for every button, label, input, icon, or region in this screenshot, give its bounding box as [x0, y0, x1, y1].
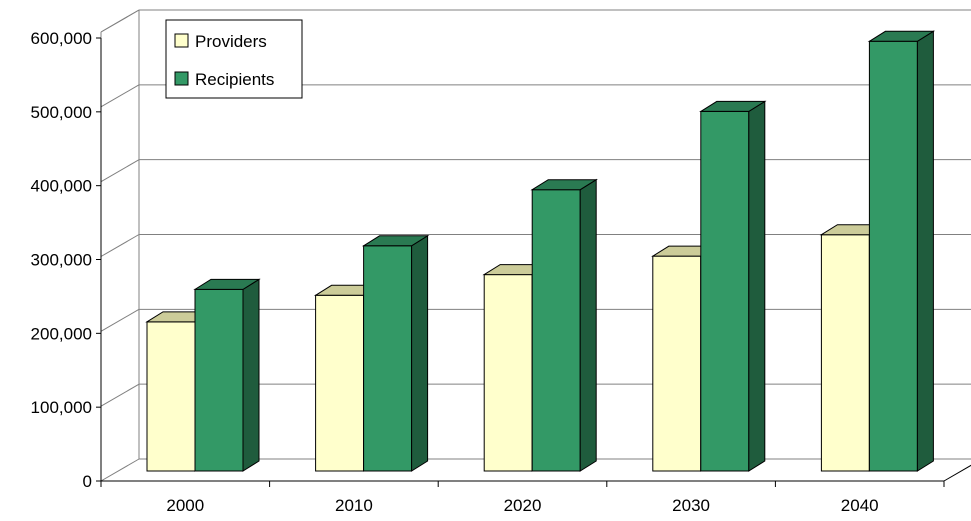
- legend-swatch-1: [174, 71, 189, 86]
- y-tick-label-6: 600,000: [31, 29, 92, 48]
- floor-right-edge: [943, 464, 971, 482]
- legend: Providers Recipients: [165, 19, 303, 99]
- bar-top-face: [867, 30, 936, 42]
- gridline-side-5: [100, 84, 140, 108]
- x-tick-label-4: 2040: [841, 496, 879, 515]
- gridline-side-1: [100, 383, 140, 407]
- x-tick-label-3: 2030: [672, 496, 710, 515]
- x-tick-label-0: 2000: [166, 496, 204, 515]
- y-tick-label-0: 0: [83, 472, 92, 491]
- gridline-side-3: [100, 234, 140, 257]
- y-tick-label-3: 300,000: [31, 251, 92, 270]
- bar-top-face: [699, 100, 767, 112]
- bar-recipients-2030: [699, 100, 767, 472]
- bar-front-face: [868, 40, 918, 472]
- bar-top-face: [361, 235, 430, 247]
- bar-top-face: [530, 179, 598, 191]
- bar-recipients-2000: [193, 278, 261, 472]
- bar-front-face: [363, 245, 413, 472]
- bar-side-face: [579, 178, 597, 472]
- bar-front-face: [146, 321, 196, 472]
- bar-front-face: [315, 294, 365, 472]
- bar-recipients-2020: [530, 178, 598, 472]
- legend-label-0: Providers: [195, 32, 267, 51]
- bar-front-face: [700, 110, 750, 472]
- bar-front-face: [483, 274, 533, 472]
- bar-front-face: [820, 234, 870, 472]
- gridline-side-4: [100, 159, 140, 183]
- legend-swatch-0: [174, 33, 189, 48]
- bar-recipients-2010: [361, 234, 430, 472]
- bar-front-face: [531, 189, 581, 472]
- x-tick-label-2: 2020: [504, 496, 542, 515]
- bar-side-face: [411, 234, 429, 472]
- bar-front-face: [652, 255, 702, 472]
- bar-providers-2010: [313, 284, 382, 472]
- y-tick-label-1: 100,000: [31, 398, 92, 417]
- bar-front-face: [194, 288, 244, 472]
- y-tick-label-4: 400,000: [31, 177, 92, 196]
- gridline-side-0: [100, 458, 140, 482]
- gridline-side-6: [100, 9, 140, 33]
- gridline-side-2: [100, 308, 140, 332]
- bar-top-face: [193, 278, 261, 290]
- bar-side-face: [916, 30, 934, 472]
- y-tick-label-2: 200,000: [31, 324, 92, 343]
- legend-box: [165, 19, 303, 99]
- bar-recipients-2040: [867, 30, 936, 472]
- y-tick-label-5: 500,000: [31, 103, 92, 122]
- bar-side-face: [748, 100, 766, 472]
- legend-label-1: Recipients: [195, 70, 274, 89]
- bar-side-face: [242, 278, 260, 472]
- x-tick-label-1: 2010: [335, 496, 373, 515]
